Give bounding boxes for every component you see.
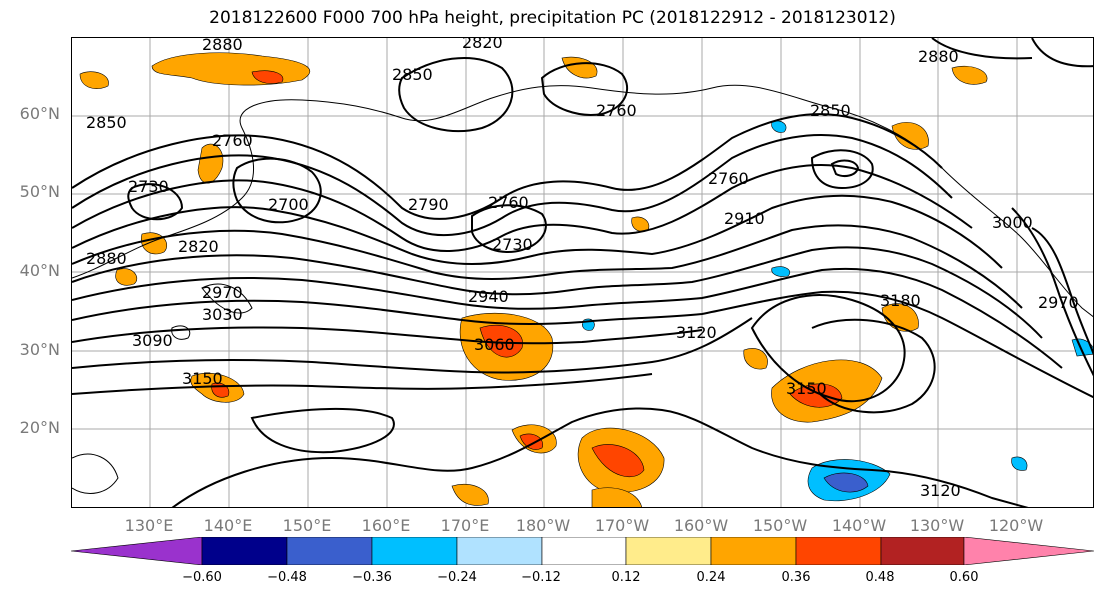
lon-label: 140°E	[203, 516, 253, 535]
colorbar	[71, 537, 1094, 565]
contour-label: 2730	[128, 177, 169, 196]
lon-label: 160°W	[673, 516, 729, 535]
coastlines	[72, 84, 1093, 494]
contour-label: 2880	[86, 249, 127, 268]
lon-label: 130°W	[909, 516, 965, 535]
contour-label: 2910	[724, 209, 765, 228]
contour-label: 3180	[880, 291, 921, 310]
colorbar-tick: −0.60	[182, 570, 222, 585]
contour-label: 2850	[392, 65, 433, 84]
colorbar-swatch	[541, 537, 627, 565]
colorbar-swatch	[880, 537, 965, 565]
contour-label: 3090	[132, 331, 173, 350]
contour-label: 3120	[920, 481, 961, 500]
contour-label: 3060	[474, 335, 515, 354]
contour-label: 2850	[86, 113, 127, 132]
colorbar-swatch	[710, 537, 797, 565]
contour-label: 2970	[1038, 293, 1079, 312]
colorbar-swatch	[71, 537, 203, 565]
contour-label: 2880	[918, 47, 959, 66]
lon-label: 140°W	[831, 516, 887, 535]
lon-label: 150°E	[282, 516, 332, 535]
colorbar-swatch	[963, 537, 1094, 565]
contour-label: 3120	[676, 323, 717, 342]
contour-label: 2820	[178, 237, 219, 256]
contour-label: 2880	[202, 38, 243, 54]
contour-label: 2730	[492, 235, 533, 254]
contour-label: 3030	[202, 305, 243, 324]
contour-label: 2700	[268, 195, 309, 214]
colorbar-tick: 0.60	[949, 570, 979, 585]
colorbar-tick: 0.48	[865, 570, 895, 585]
lon-label: 170°E	[440, 516, 490, 535]
lon-label: 150°W	[752, 516, 808, 535]
contour-label: 2760	[488, 193, 529, 212]
lat-label-30n: 30°N	[19, 340, 60, 359]
lat-label-40n: 40°N	[19, 261, 60, 280]
colorbar-tick: 0.24	[696, 570, 726, 585]
contour-label: 2970	[202, 283, 243, 302]
map-panel: 2880 2850 2820 2850 2760 2880 2850 2760 …	[71, 37, 1094, 508]
colorbar-swatch	[286, 537, 373, 565]
contour-label: 2850	[810, 101, 851, 120]
colorbar-swatch	[201, 537, 288, 565]
contour-label: 2940	[468, 287, 509, 306]
lon-label: 180°W	[515, 516, 571, 535]
colorbar-swatch	[371, 537, 458, 565]
contour-label: 3000	[992, 213, 1033, 232]
contour-label: 2760	[212, 131, 253, 150]
colorbar-tick: 0.12	[611, 570, 641, 585]
contour-label: 2790	[408, 195, 449, 214]
lon-label: 160°E	[361, 516, 411, 535]
contour-label: 3150	[182, 369, 223, 388]
colorbar-swatch	[625, 537, 712, 565]
contour-label: 3150	[786, 379, 827, 398]
lat-label-20n: 20°N	[19, 418, 60, 437]
lon-label: 170°W	[594, 516, 650, 535]
contour-labels: 2880 2850 2820 2850 2760 2880 2850 2760 …	[86, 38, 1079, 500]
colorbar-tick: −0.48	[267, 570, 307, 585]
lat-label-60n: 60°N	[19, 104, 60, 123]
colorbar-tick: −0.24	[437, 570, 477, 585]
lat-label-50n: 50°N	[19, 182, 60, 201]
colorbar-swatch	[456, 537, 543, 565]
colorbar-tick: 0.36	[781, 570, 811, 585]
contour-label: 2760	[596, 101, 637, 120]
colorbar-tick: −0.12	[521, 570, 561, 585]
contour-label: 2760	[708, 169, 749, 188]
contour-label: 2820	[462, 38, 503, 52]
colorbar-tick: −0.36	[352, 570, 392, 585]
lon-label: 130°E	[124, 516, 174, 535]
precip-positive-patches	[79, 52, 988, 507]
map-canvas: 2880 2850 2820 2850 2760 2880 2850 2760 …	[72, 38, 1093, 507]
lon-label: 120°W	[988, 516, 1044, 535]
height-contours	[72, 38, 1093, 507]
map-title: 2018122600 F000 700 hPa height, precipit…	[209, 8, 896, 28]
colorbar-swatch	[795, 537, 882, 565]
